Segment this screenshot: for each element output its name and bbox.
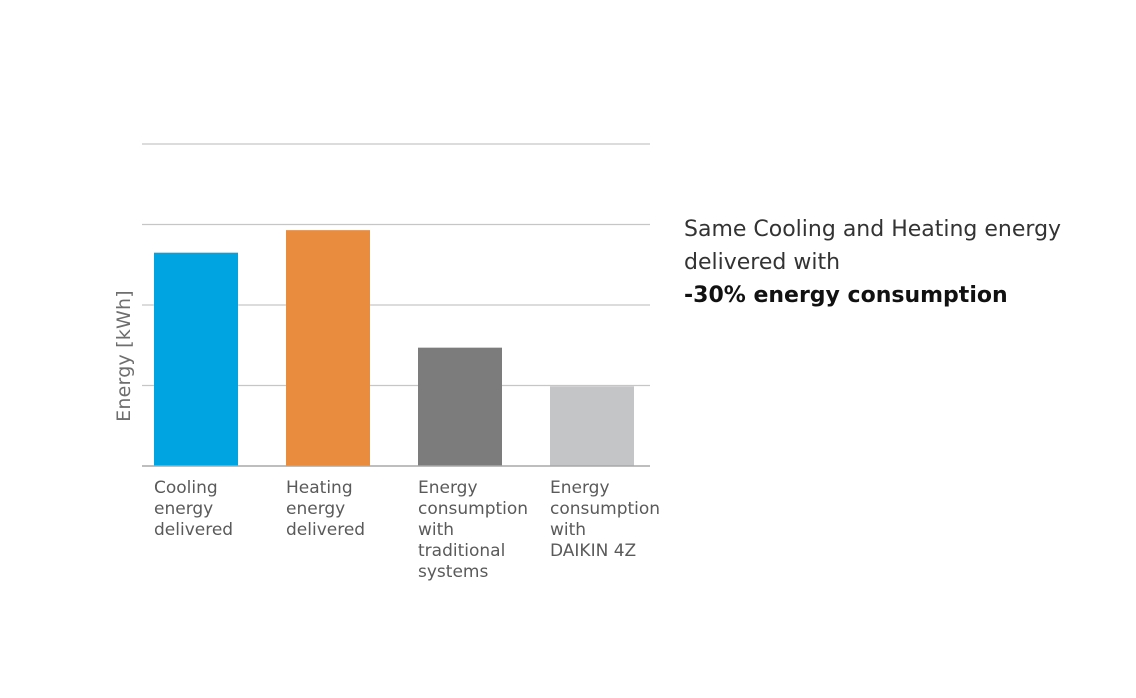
annotation-emphasis: -30% energy consumption xyxy=(684,283,1008,308)
bar-4 xyxy=(550,386,634,466)
bar-1 xyxy=(154,252,238,466)
x-tick-label: Heating energy delivered xyxy=(286,478,366,540)
annotation-text: Same Cooling and Heating energy delivere… xyxy=(684,213,1104,312)
bar-2 xyxy=(286,230,370,466)
x-tick-label: Energy consumption with traditional syst… xyxy=(418,478,529,582)
y-axis-label: Energy [kWh] xyxy=(113,290,135,422)
x-tick-label: Energy consumption with DAIKIN 4Z xyxy=(550,478,661,561)
bar-3 xyxy=(418,347,502,466)
bars xyxy=(154,230,634,466)
annotation-line: Same Cooling and Heating energy delivere… xyxy=(684,217,1062,275)
x-tick-label: Cooling energy delivered xyxy=(154,478,234,540)
